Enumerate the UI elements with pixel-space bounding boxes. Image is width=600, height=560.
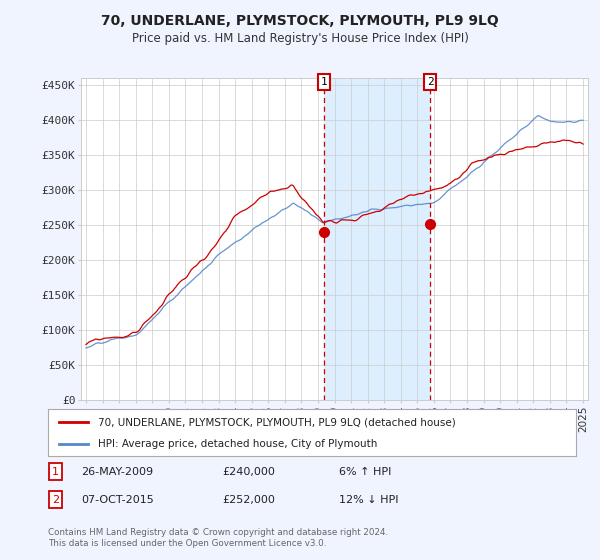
Text: £252,000: £252,000 (222, 494, 275, 505)
Text: 70, UNDERLANE, PLYMSTOCK, PLYMOUTH, PL9 9LQ (detached house): 70, UNDERLANE, PLYMSTOCK, PLYMOUTH, PL9 … (98, 417, 456, 427)
Text: 1: 1 (321, 77, 328, 87)
Text: 12% ↓ HPI: 12% ↓ HPI (339, 494, 398, 505)
Text: 6% ↑ HPI: 6% ↑ HPI (339, 466, 391, 477)
Text: Contains HM Land Registry data © Crown copyright and database right 2024.
This d: Contains HM Land Registry data © Crown c… (48, 528, 388, 548)
Text: 2: 2 (427, 77, 433, 87)
Bar (324, 78, 430, 400)
Text: £240,000: £240,000 (222, 466, 275, 477)
Text: 26-MAY-2009: 26-MAY-2009 (81, 466, 153, 477)
Text: 1: 1 (52, 466, 59, 477)
Text: HPI: Average price, detached house, City of Plymouth: HPI: Average price, detached house, City… (98, 438, 377, 449)
Text: 07-OCT-2015: 07-OCT-2015 (81, 494, 154, 505)
Text: 2: 2 (52, 494, 59, 505)
Text: 70, UNDERLANE, PLYMSTOCK, PLYMOUTH, PL9 9LQ: 70, UNDERLANE, PLYMSTOCK, PLYMOUTH, PL9 … (101, 14, 499, 28)
Text: Price paid vs. HM Land Registry's House Price Index (HPI): Price paid vs. HM Land Registry's House … (131, 32, 469, 45)
